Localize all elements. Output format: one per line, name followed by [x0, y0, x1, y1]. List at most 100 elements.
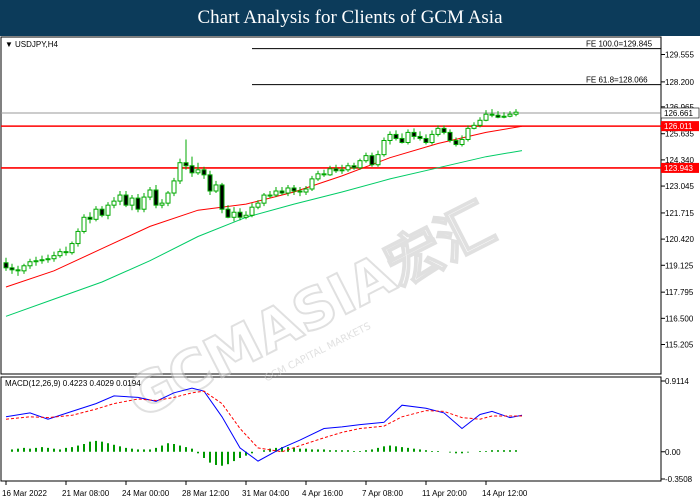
candle [213, 180, 219, 194]
candle [27, 258, 33, 269]
macd-y-tick-label: -0.3508 [665, 475, 693, 484]
candle-body-bullish [315, 173, 321, 180]
candle [201, 166, 207, 179]
candle-body-bearish [99, 208, 105, 216]
candle-body-bullish [507, 113, 513, 117]
macd-y-tick-label: 0.9114 [665, 377, 689, 386]
candle-body-bullish [357, 160, 363, 169]
candle [219, 182, 225, 214]
candle-body-bearish [441, 127, 447, 133]
candle-body-bearish [225, 208, 231, 218]
candle [117, 191, 123, 206]
candle [165, 191, 171, 207]
candle-body-bullish [309, 178, 315, 190]
candle [183, 139, 189, 170]
candle-body-bullish [195, 169, 201, 174]
candle [501, 112, 507, 119]
candle-body-bullish [105, 204, 111, 216]
candle-body-bullish [261, 194, 267, 204]
y-tick-label: 121.715 [665, 209, 694, 218]
candlesticks [3, 109, 519, 276]
symbol-label: USDJPY,H4 [15, 40, 59, 49]
price-tag [661, 121, 699, 132]
main-axis-ticks: 129.555 128.200 126.965 125.635 124.340 123.0… [661, 51, 694, 350]
candle [243, 211, 249, 220]
candle [435, 125, 441, 137]
macd-line [5, 387, 523, 462]
candle-body-bullish [273, 190, 279, 196]
candle [189, 156, 195, 177]
candle [387, 131, 393, 145]
candle-body-bearish [87, 216, 93, 220]
page-title: Chart Analysis for Clients of GCM Asia [197, 7, 503, 28]
candle [513, 109, 519, 117]
candle-body-bullish [213, 184, 219, 192]
candle-body-bullish [375, 154, 381, 166]
candle-body-bearish [495, 114, 501, 118]
candle-body-bullish [381, 139, 387, 156]
symbol-arrow-icon: ▼ [5, 40, 13, 49]
y-tick-label: 115.205 [665, 341, 694, 350]
candle [465, 125, 471, 142]
candle-body-bullish [327, 168, 333, 176]
candle [177, 158, 183, 184]
y-tick-label: 119.125 [665, 261, 694, 270]
candle-body-bearish [291, 187, 297, 192]
candle [315, 170, 321, 181]
candle-body-bullish [75, 230, 81, 245]
y-tick-label: 120.420 [665, 235, 694, 244]
candle-body-bullish [405, 131, 411, 144]
candle-body-bearish [297, 190, 303, 193]
candle [105, 202, 111, 220]
candle-body-bullish [483, 113, 489, 121]
candle-body-bearish [417, 135, 423, 139]
candle-body-bearish [153, 189, 159, 206]
candle-body-bullish [159, 202, 165, 206]
candle-body-bullish [477, 119, 483, 126]
candle [285, 184, 291, 197]
candle [255, 200, 261, 210]
candle-body-bullish [303, 188, 309, 193]
candle [87, 212, 93, 224]
macd-plot-frame [0, 376, 662, 482]
candle [333, 164, 339, 173]
macd-indicator [5, 387, 523, 466]
candle [417, 131, 423, 141]
main-plot-frame [0, 36, 662, 375]
candle [15, 265, 21, 276]
candle-body-bullish [363, 155, 369, 162]
macd-y-tick-label: 0.00 [665, 448, 681, 457]
candle-body-bullish [285, 187, 291, 194]
candle-body-bearish [423, 137, 429, 144]
candle [363, 152, 369, 163]
candle [51, 251, 57, 262]
candle-body-bullish [21, 265, 27, 272]
candle [393, 130, 399, 141]
candle [39, 255, 45, 264]
candle-body-bullish [81, 216, 87, 232]
candle [447, 129, 453, 143]
candle [453, 137, 459, 147]
candle-body-bullish [93, 208, 99, 220]
fibonacci-level-label: FE 61.8=128.066 [586, 76, 648, 85]
candle-body-bullish [57, 251, 63, 257]
price-tag [661, 162, 699, 173]
candle [507, 111, 513, 118]
x-tick-label: 31 Mar 04:00 [242, 489, 290, 498]
candle [147, 186, 153, 201]
candle [3, 257, 9, 271]
candle-body-bearish [399, 137, 405, 144]
x-tick-label: 14 Apr 12:00 [482, 489, 528, 498]
candle [327, 165, 333, 176]
candle [441, 125, 447, 135]
candle [483, 110, 489, 122]
candle-body-bearish [15, 269, 21, 272]
current-price-label: 126.661 [664, 109, 693, 118]
candle [69, 241, 75, 255]
candle [159, 199, 165, 209]
candle-body-bearish [9, 267, 15, 271]
candle [237, 208, 243, 221]
candle [369, 152, 375, 167]
candle [207, 170, 213, 196]
candle [423, 134, 429, 145]
